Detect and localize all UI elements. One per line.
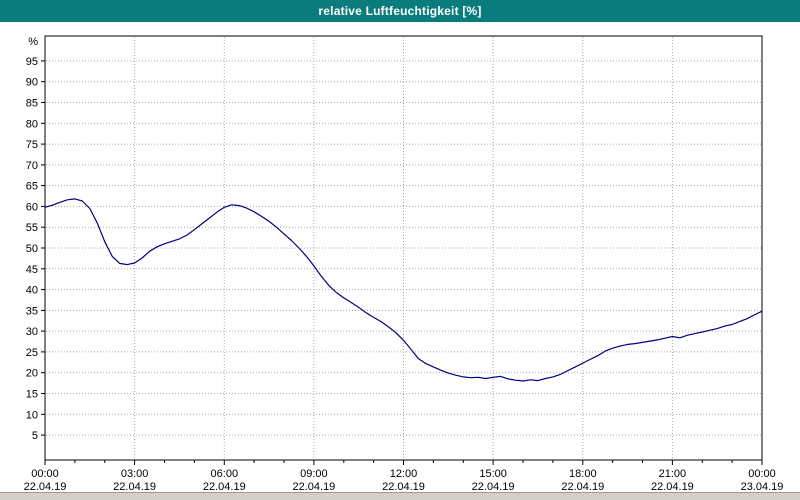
y-tick-label: 35 [26,305,38,317]
x-tick-date-label: 22.04.19 [382,481,425,492]
x-tick-time-label: 00:00 [748,468,776,480]
x-tick-time-label: 09:00 [300,468,328,480]
x-tick-time-label: 15:00 [479,468,507,480]
x-tick-date-label: 22.04.19 [203,481,246,492]
x-tick-time-label: 12:00 [390,468,418,480]
x-tick-date-label: 22.04.19 [651,481,694,492]
y-tick-label: 25 [26,347,38,359]
y-tick-label: 75 [26,139,38,151]
y-tick-label: 90 [26,77,38,89]
x-tick-time-label: 21:00 [659,468,687,480]
y-axis-unit-label: % [28,36,38,48]
x-tick-time-label: 03:00 [121,468,149,480]
y-tick-label: 5 [32,430,38,442]
chart-title-bar: relative Luftfeuchtigkeit [%] [0,0,800,22]
x-tick-time-label: 18:00 [569,468,597,480]
y-tick-label: 15 [26,389,38,401]
chart-area: 5 10 15 20 25 30 35 40 45 50 55 60 65 70 75 80 85 90 95% 00… [0,22,800,492]
x-tick-date-label: 22.04.19 [292,481,335,492]
chart-title: relative Luftfeuchtigkeit [%] [318,4,482,18]
humidity-series-line [44,198,763,382]
y-tick-label: 70 [26,160,38,172]
y-tick-label: 40 [26,285,38,297]
y-tick-label: 30 [26,326,38,338]
y-tick-label: 85 [26,98,38,110]
horizontal-scrollbar[interactable] [0,492,800,500]
x-tick-date-label: 22.04.19 [113,481,156,492]
x-tick-time-label: 06:00 [211,468,239,480]
y-tick-label: 20 [26,368,38,380]
x-tick-date-label: 22.04.19 [24,481,67,492]
y-tick-label: 55 [26,222,38,234]
y-tick-label: 65 [26,181,38,193]
y-tick-label: 95 [26,56,38,68]
y-tick-label: 50 [26,243,38,255]
x-tick-time-label: 00:00 [31,468,59,480]
y-tick-label: 60 [26,201,38,213]
x-tick-date-label: 22.04.19 [561,481,604,492]
y-tick-label: 10 [26,409,38,421]
x-tick-date-label: 23.04.19 [741,481,784,492]
y-tick-label: 80 [26,118,38,130]
x-tick-date-label: 22.04.19 [472,481,515,492]
y-tick-label: 45 [26,264,38,276]
humidity-line-chart: 5 10 15 20 25 30 35 40 45 50 55 60 65 70 75 80 85 90 95% 00… [24,35,784,492]
